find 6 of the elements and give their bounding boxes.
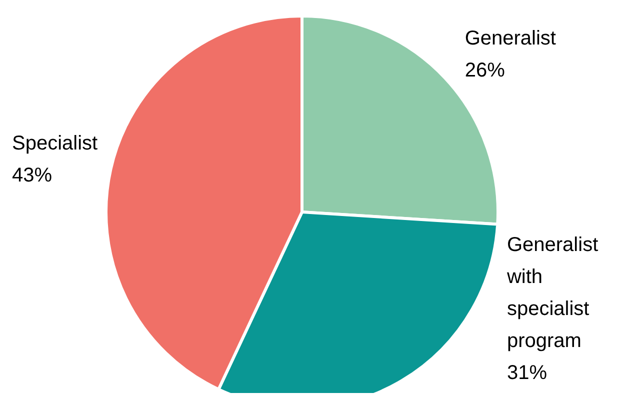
- slice-label: Generalist with specialist program: [506, 234, 599, 352]
- data-label: 31%: [506, 362, 548, 384]
- slice-label: Specialist: [12, 132, 98, 155]
- data-label: 43%: [12, 164, 52, 187]
- data-label: 26%: [464, 59, 506, 82]
- slice-label: Generalist: [464, 27, 556, 50]
